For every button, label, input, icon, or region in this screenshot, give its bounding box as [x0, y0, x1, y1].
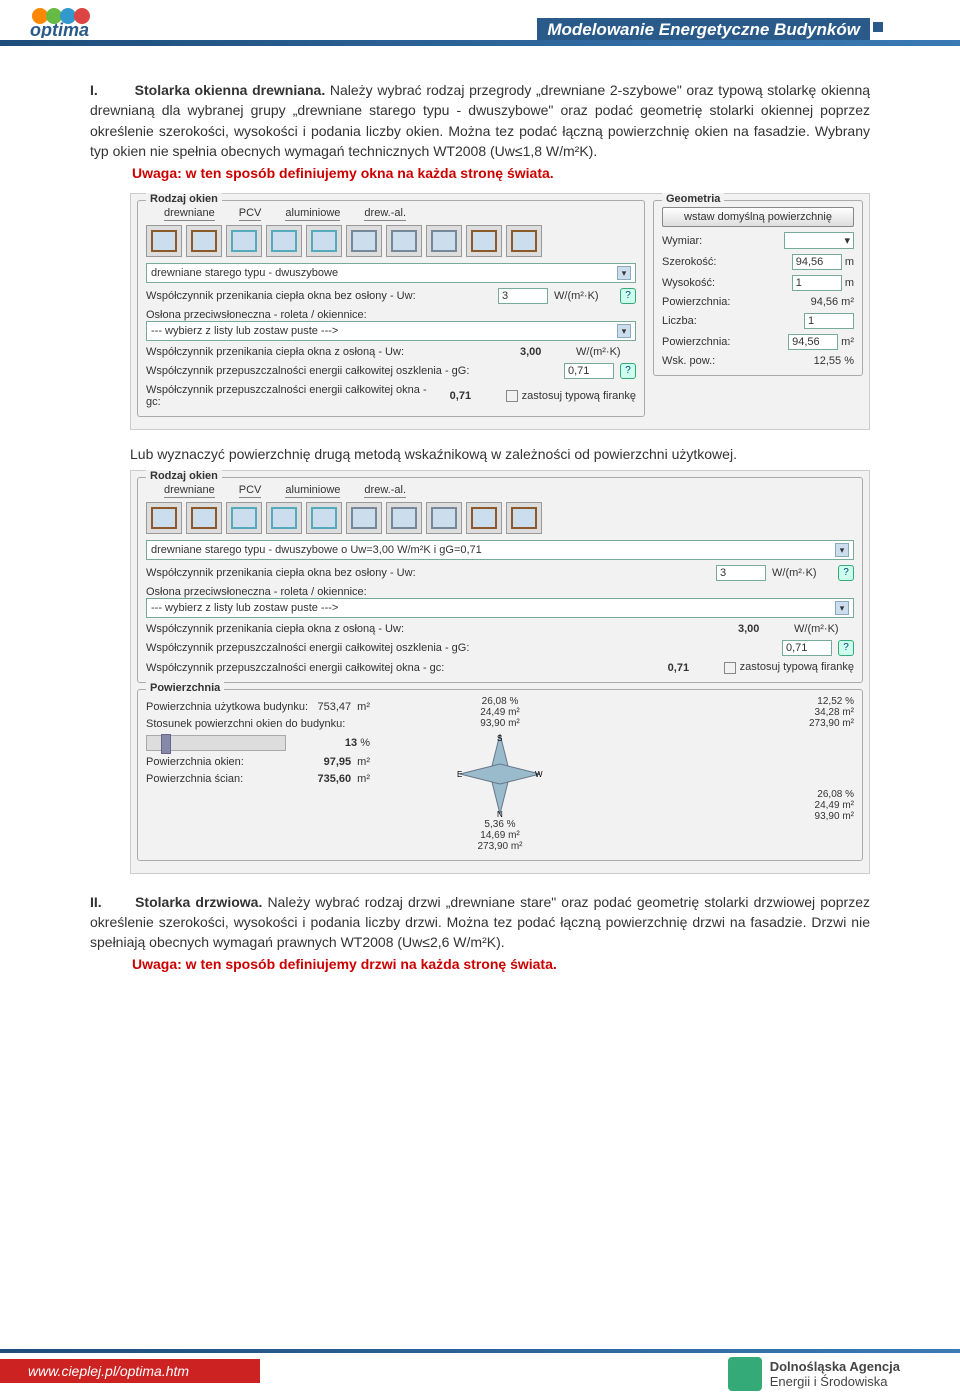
svg-text:optima: optima: [30, 20, 89, 38]
fs-geometria: Geometria wstaw domyślną powierzchnię Wy…: [653, 200, 863, 376]
win-icon[interactable]: [506, 502, 542, 534]
win-icon[interactable]: [186, 225, 222, 257]
logo: optima: [30, 4, 190, 38]
win-icon[interactable]: [266, 225, 302, 257]
btn-default-surface[interactable]: wstaw domyślną powierzchnię: [662, 207, 854, 227]
win-icon[interactable]: [266, 502, 302, 534]
page-header: optima Modelowanie Energetyczne Budynków: [0, 0, 960, 50]
tabs-2: drewniane PCV aluminiowe drew.-al.: [146, 484, 854, 498]
uw-input[interactable]: 3: [498, 288, 548, 304]
win-icon[interactable]: [386, 502, 422, 534]
help-icon[interactable]: ?: [620, 363, 636, 379]
mid-text: Lub wyznaczyć powierzchnię drugą metodą …: [130, 444, 870, 464]
svg-text:E: E: [457, 770, 462, 779]
fs-rodzaj-1-title: Rodzaj okien: [146, 193, 222, 205]
tab-pcv[interactable]: PCV: [239, 207, 262, 221]
uw-input-2[interactable]: 3: [716, 565, 766, 581]
select-typ-1[interactable]: drewniane starego typu - dwuszybowe▾: [146, 263, 636, 283]
checkbox-firanka-2[interactable]: [724, 662, 736, 674]
wys-input[interactable]: 1: [792, 275, 842, 291]
window-icons-1: [146, 225, 636, 257]
win-icon[interactable]: [226, 225, 262, 257]
szer-input[interactable]: 94,56: [792, 254, 842, 270]
section1-title: Stolarka okienna drewniana.: [135, 82, 326, 98]
tab-aluminiowe[interactable]: aluminiowe: [285, 484, 340, 498]
dropdown-icon: ▾: [617, 324, 631, 338]
win-icon[interactable]: [306, 502, 342, 534]
select-typ-2[interactable]: drewniane starego typu - dwuszybowe o Uw…: [146, 540, 854, 560]
ratio-slider[interactable]: [146, 735, 286, 751]
select-oslona-1[interactable]: --- wybierz z listy lub zostaw puste ---…: [146, 321, 636, 341]
fs-powierzchnia: Powierzchnia Powierzchnia użytkowa budyn…: [137, 689, 863, 861]
win-icon[interactable]: [466, 502, 502, 534]
win-icon[interactable]: [346, 502, 382, 534]
gg-input-2[interactable]: 0,71: [782, 640, 832, 656]
win-icon[interactable]: [506, 225, 542, 257]
svg-text:S: S: [497, 734, 502, 743]
win-icon[interactable]: [466, 225, 502, 257]
header-title: Modelowanie Energetyczne Budynków: [537, 18, 870, 42]
compass-icon: S N E W: [455, 729, 545, 819]
page-footer: www.cieplej.pl/optima.htm Dolnośląska Ag…: [0, 1349, 960, 1397]
panel-rodzaj-okien-2: Rodzaj okien drewniane PCV aluminiowe dr…: [130, 470, 870, 873]
svg-text:W: W: [535, 770, 543, 779]
section2-title: Stolarka drzwiowa.: [135, 894, 262, 910]
help-icon[interactable]: ?: [838, 640, 854, 656]
section1-num: I.: [90, 80, 130, 100]
win-icon[interactable]: [146, 225, 182, 257]
footer-agency: Dolnośląska AgencjaEnergii i Środowiska: [728, 1357, 900, 1391]
dropdown-icon: ▾: [835, 543, 849, 557]
liczba-input[interactable]: 1: [804, 313, 854, 329]
tabs-1: drewniane PCV aluminiowe drew.-al.: [146, 207, 636, 221]
section1-uwaga: Uwaga: w ten sposób definiujemy okna na …: [132, 165, 870, 181]
wymiar-select[interactable]: ▾: [784, 232, 854, 249]
win-icon[interactable]: [426, 502, 462, 534]
tab-pcv[interactable]: PCV: [239, 484, 262, 498]
section2-text: II. Stolarka drzwiowa. Należy wybrać rod…: [90, 892, 870, 953]
tab-drewniane[interactable]: drewniane: [164, 207, 215, 221]
header-bar: [0, 40, 960, 46]
header-square-icon: [871, 20, 885, 34]
footer-url: www.cieplej.pl/optima.htm: [0, 1359, 260, 1383]
tab-drew-al[interactable]: drew.-al.: [364, 484, 406, 498]
win-icon[interactable]: [426, 225, 462, 257]
section1-text: I. Stolarka okienna drewniana. Należy wy…: [90, 80, 870, 161]
checkbox-firanka[interactable]: [506, 390, 518, 402]
win-icon[interactable]: [386, 225, 422, 257]
fs-rodzaj-2: Rodzaj okien drewniane PCV aluminiowe dr…: [137, 477, 863, 682]
tab-drewniane[interactable]: drewniane: [164, 484, 215, 498]
win-icon[interactable]: [226, 502, 262, 534]
fs-rodzaj-1: Rodzaj okien drewniane PCV aluminiowe dr…: [137, 200, 645, 417]
l1-label: Współczynnik przenikania ciepła okna bez…: [146, 290, 492, 302]
pow2-input[interactable]: 94,56: [788, 334, 838, 350]
section2-num: II.: [90, 892, 130, 912]
section2-uwaga: Uwaga: w ten sposób definiujemy drzwi na…: [132, 956, 870, 972]
dropdown-icon: ▾: [617, 266, 631, 280]
panel-rodzaj-okien-1: Rodzaj okien drewniane PCV aluminiowe dr…: [130, 193, 870, 430]
win-icon[interactable]: [306, 225, 342, 257]
help-icon[interactable]: ?: [838, 565, 854, 581]
win-icon[interactable]: [146, 502, 182, 534]
tab-drew-al[interactable]: drew.-al.: [364, 207, 406, 221]
window-icons-2: [146, 502, 854, 534]
help-icon[interactable]: ?: [620, 288, 636, 304]
daes-logo: [728, 1357, 762, 1391]
win-icon[interactable]: [186, 502, 222, 534]
gg-input[interactable]: 0,71: [564, 363, 614, 379]
win-icon[interactable]: [346, 225, 382, 257]
svg-text:N: N: [497, 810, 503, 819]
select-oslona-2[interactable]: --- wybierz z listy lub zostaw puste ---…: [146, 598, 854, 618]
tab-aluminiowe[interactable]: aluminiowe: [285, 207, 340, 221]
l2-label: Osłona przeciwsłoneczna - roleta / okien…: [146, 309, 636, 321]
footer-bar: [0, 1349, 960, 1353]
dropdown-icon: ▾: [835, 601, 849, 615]
